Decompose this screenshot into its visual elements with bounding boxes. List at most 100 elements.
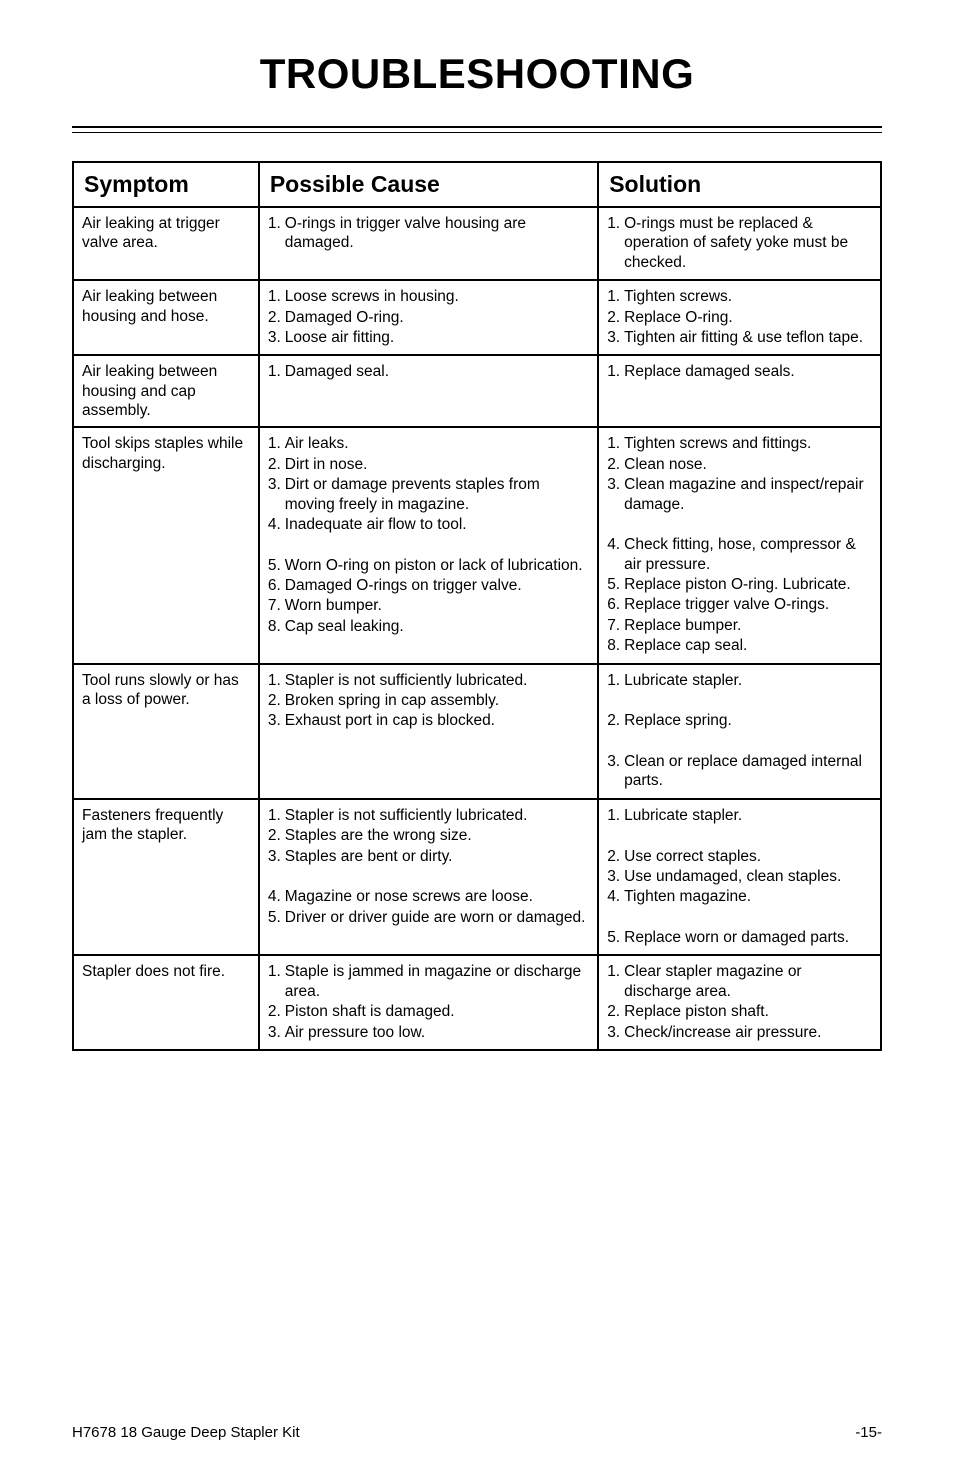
list-item: 7.Replace bumper. [607, 616, 872, 635]
list-item: 3.Loose air fitting. [268, 328, 589, 347]
list-text: Cap seal leaking. [285, 617, 589, 636]
list-item: 6.Damaged O-rings on trigger valve. [268, 576, 589, 595]
list-number: 8. [607, 636, 624, 655]
list-text: Staples are the wrong size. [285, 826, 589, 845]
list-number: 3. [268, 475, 285, 514]
list-number: 6. [607, 595, 624, 614]
list-number: 1. [268, 362, 285, 381]
header-symptom: Symptom [73, 162, 259, 207]
list-item: 2.Piston shaft is damaged. [268, 1002, 589, 1021]
list-item: 1.Air leaks. [268, 434, 589, 453]
list-number: 2. [268, 308, 285, 327]
list-number: 2. [268, 826, 285, 845]
list-number: 4. [607, 535, 624, 574]
list-spacer [268, 867, 589, 886]
solution-cell: 1.Clear stapler magazine or discharge ar… [598, 955, 881, 1050]
list-text: Use correct staples. [624, 847, 872, 866]
list-number: 1. [268, 214, 285, 253]
list-item: 5.Worn O-ring on piston or lack of lubri… [268, 556, 589, 575]
list-item: 7.Worn bumper. [268, 596, 589, 615]
list-number: 3. [268, 711, 285, 730]
list-text: O-rings in trigger valve housing are dam… [285, 214, 589, 253]
list-number: 1. [268, 671, 285, 690]
symptom-cell: Air leaking between housing and hose. [73, 280, 259, 355]
list-text: O-rings must be replaced & operation of … [624, 214, 872, 272]
list-text: Magazine or nose screws are loose. [285, 887, 589, 906]
symptom-cell: Tool skips staples while discharging. [73, 427, 259, 663]
list-text: Air pressure too low. [285, 1023, 589, 1042]
list-text: Check/increase air pressure. [624, 1023, 872, 1042]
solution-cell: 1.Tighten screws.2.Replace O-ring.3.Tigh… [598, 280, 881, 355]
list-item: 1.Stapler is not sufficiently lubricated… [268, 671, 589, 690]
list-spacer [268, 535, 589, 554]
list-number: 1. [268, 962, 285, 1001]
list-spacer [607, 515, 872, 534]
list-number: 2. [268, 1002, 285, 1021]
list-text: Staples are bent or dirty. [285, 847, 589, 866]
page-title: TROUBLESHOOTING [72, 50, 882, 98]
list-item: 8.Cap seal leaking. [268, 617, 589, 636]
list-text: Tighten screws and fittings. [624, 434, 872, 453]
list-item: 2.Staples are the wrong size. [268, 826, 589, 845]
list-number: 1. [607, 434, 624, 453]
troubleshooting-table: Symptom Possible Cause Solution Air leak… [72, 161, 882, 1051]
list-text: Clean or replace damaged internal parts. [624, 752, 872, 791]
list-spacer [607, 908, 872, 927]
solution-cell: 1.O-rings must be replaced & operation o… [598, 207, 881, 280]
table-header-row: Symptom Possible Cause Solution [73, 162, 881, 207]
list-text: Piston shaft is damaged. [285, 1002, 589, 1021]
footer-right: -15- [855, 1424, 882, 1441]
list-number: 3. [268, 1023, 285, 1042]
list-text: Worn O-ring on piston or lack of lubrica… [285, 556, 589, 575]
list-item: 3.Tighten air fitting & use teflon tape. [607, 328, 872, 347]
list-text: Damaged seal. [285, 362, 589, 381]
cause-cell: 1.Stapler is not sufficiently lubricated… [259, 799, 598, 956]
list-number: 5. [607, 575, 624, 594]
list-text: Replace piston O-ring. Lubricate. [624, 575, 872, 594]
list-item: 1.Staple is jammed in magazine or discha… [268, 962, 589, 1001]
list-text: Air leaks. [285, 434, 589, 453]
list-item: 1.Lubricate stapler. [607, 806, 872, 825]
list-item: 2.Clean nose. [607, 455, 872, 474]
table-row: Stapler does not fire.1.Staple is jammed… [73, 955, 881, 1050]
list-spacer [607, 691, 872, 710]
list-number: 2. [268, 455, 285, 474]
cause-cell: 1.O-rings in trigger valve housing are d… [259, 207, 598, 280]
cause-cell: 1.Loose screws in housing.2.Damaged O-ri… [259, 280, 598, 355]
list-text: Tighten screws. [624, 287, 872, 306]
list-spacer [607, 826, 872, 845]
list-item: 1.Clear stapler magazine or discharge ar… [607, 962, 872, 1001]
list-text: Tighten magazine. [624, 887, 872, 906]
symptom-cell: Stapler does not fire. [73, 955, 259, 1050]
list-text: Damaged O-rings on trigger valve. [285, 576, 589, 595]
table-row: Tool runs slowly or has a loss of power.… [73, 664, 881, 799]
list-item: 1.Replace damaged seals. [607, 362, 872, 381]
list-number: 1. [607, 962, 624, 1001]
list-number: 1. [268, 287, 285, 306]
list-text: Clear stapler magazine or discharge area… [624, 962, 872, 1001]
list-text: Stapler is not sufficiently lubricated. [285, 806, 589, 825]
list-text: Replace O-ring. [624, 308, 872, 327]
list-number: 3. [607, 328, 624, 347]
list-item: 3.Use undamaged, clean staples. [607, 867, 872, 886]
list-item: 6.Replace trigger valve O-rings. [607, 595, 872, 614]
solution-cell: 1.Lubricate stapler. 2.Use correct stapl… [598, 799, 881, 956]
list-item: 2.Use correct staples. [607, 847, 872, 866]
list-text: Dirt or damage prevents staples from mov… [285, 475, 589, 514]
list-text: Replace bumper. [624, 616, 872, 635]
list-number: 2. [607, 711, 624, 730]
list-number: 3. [268, 847, 285, 866]
list-item: 3.Clean magazine and inspect/repair dama… [607, 475, 872, 514]
page-footer: H7678 18 Gauge Deep Stapler Kit -15- [72, 1424, 882, 1441]
list-item: 4.Inadequate air flow to tool. [268, 515, 589, 534]
list-text: Check fitting, hose, compressor & air pr… [624, 535, 872, 574]
symptom-cell: Fasteners frequently jam the stapler. [73, 799, 259, 956]
list-item: 5.Replace worn or damaged parts. [607, 928, 872, 947]
cause-cell: 1.Damaged seal. [259, 355, 598, 427]
list-item: 3.Air pressure too low. [268, 1023, 589, 1042]
list-item: 4.Tighten magazine. [607, 887, 872, 906]
list-item: 2.Dirt in nose. [268, 455, 589, 474]
list-item: 3.Dirt or damage prevents staples from m… [268, 475, 589, 514]
solution-cell: 1.Replace damaged seals. [598, 355, 881, 427]
list-text: Worn bumper. [285, 596, 589, 615]
